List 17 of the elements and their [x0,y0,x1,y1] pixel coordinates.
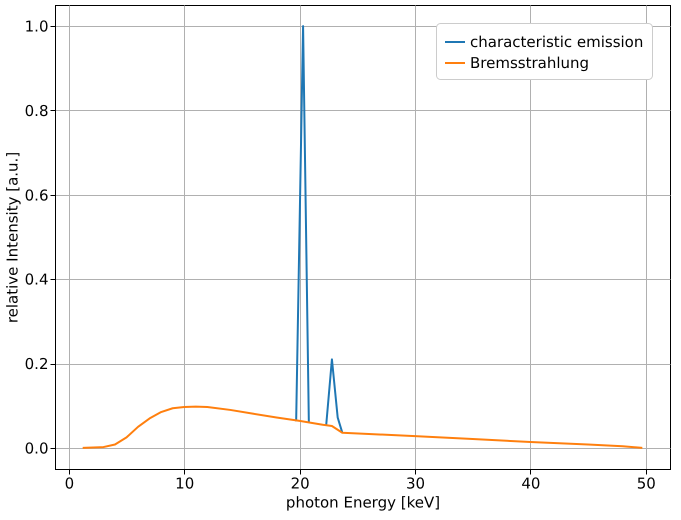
y-tick-label: 0.0 [24,439,48,458]
y-tick-label: 0.4 [24,270,48,289]
x-tick-label: 20 [290,474,310,492]
x-tick-label: 40 [521,474,540,492]
y-tick-label: 0.2 [24,355,48,374]
y-tick-label: 0.6 [24,186,48,204]
legend-label: characteristic emission [470,33,644,51]
x-tick-label: 0 [64,474,74,492]
x-axis-title: photon Energy [keV] [286,494,440,512]
y-tick-label: 0.8 [24,102,48,120]
legend-label: Bremsstrahlung [470,54,590,72]
x-tick-label: 30 [406,474,426,492]
line-series [82,406,644,449]
y-tick-label: 1.0 [24,18,48,36]
y-axis-title: relative Intensity [a.u.] [4,152,22,324]
x-tick-label: 50 [636,474,656,492]
x-tick-label: 10 [175,474,194,492]
